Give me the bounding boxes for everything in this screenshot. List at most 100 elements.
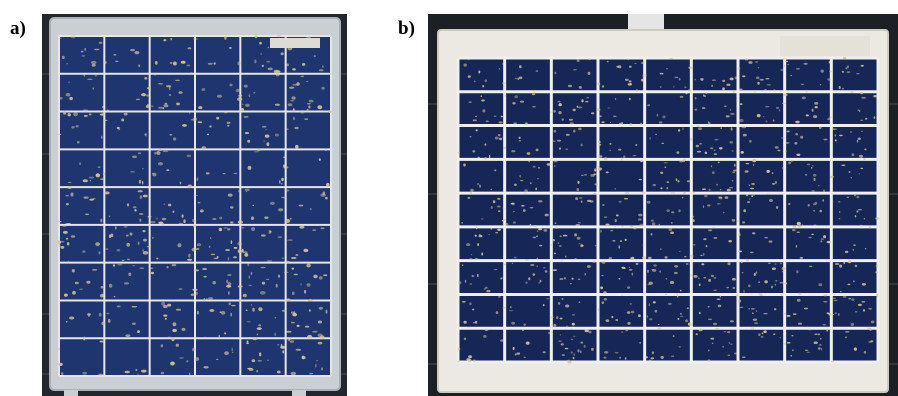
dust-speck — [711, 171, 715, 175]
dust-speck — [79, 162, 81, 166]
dust-speck — [564, 277, 566, 280]
dust-speck — [560, 259, 564, 262]
dust-speck — [104, 191, 110, 195]
dust-speck — [100, 285, 104, 289]
dust-speck — [707, 121, 709, 123]
dust-speck — [601, 275, 604, 277]
dust-speck — [659, 72, 664, 75]
dust-speck — [771, 267, 776, 270]
dust-speck — [494, 169, 497, 172]
dust-speck — [596, 108, 601, 111]
dust-speck — [309, 309, 311, 312]
dust-speck — [147, 103, 149, 106]
dust-speck — [308, 105, 311, 109]
dust-speck — [844, 250, 849, 254]
dust-speck — [512, 221, 516, 224]
dust-speck — [595, 165, 600, 169]
dust-speck — [649, 137, 651, 140]
dust-speck — [233, 172, 238, 175]
dust-speck — [813, 209, 815, 212]
dust-speck — [826, 328, 828, 332]
dust-speck — [477, 243, 479, 247]
dust-speck — [70, 34, 76, 39]
dust-speck — [847, 65, 849, 69]
dust-speck — [316, 360, 318, 362]
dust-speck — [495, 311, 499, 315]
dust-speck — [141, 168, 144, 170]
dust-speck — [538, 200, 543, 203]
dust-speck — [588, 58, 591, 61]
dust-speck — [95, 242, 100, 247]
dust-speck — [850, 177, 852, 179]
dust-speck — [576, 236, 581, 240]
dust-speck — [742, 133, 747, 137]
dust-speck — [496, 205, 501, 208]
dust-speck — [260, 291, 266, 295]
dust-speck — [734, 76, 737, 80]
dust-speck — [518, 140, 521, 142]
dust-speck — [131, 306, 137, 308]
dust-speck — [731, 218, 736, 222]
dust-speck — [250, 216, 255, 220]
dust-speck — [629, 123, 633, 126]
dust-speck — [728, 342, 731, 344]
dust-speck — [463, 337, 467, 341]
dust-speck — [464, 279, 467, 283]
dust-speck — [137, 241, 140, 245]
dust-speck — [85, 213, 89, 215]
dust-speck — [289, 340, 295, 343]
dust-speck — [587, 71, 591, 75]
dust-speck — [113, 54, 117, 56]
dust-speck — [834, 312, 837, 314]
dust-speck — [580, 174, 584, 176]
dust-speck — [733, 163, 736, 167]
dust-speck — [647, 269, 649, 273]
dust-speck — [290, 321, 295, 324]
dust-speck — [760, 336, 764, 338]
dust-speck — [219, 216, 223, 220]
dust-speck — [707, 318, 713, 320]
dust-speck — [237, 285, 243, 288]
dust-speck — [661, 142, 665, 144]
dust-speck — [624, 357, 627, 360]
dust-speck — [730, 343, 733, 345]
dust-speck — [296, 82, 300, 86]
dust-speck — [553, 165, 556, 167]
dust-speck — [145, 105, 150, 108]
dust-speck — [503, 146, 506, 149]
dust-speck — [807, 204, 810, 207]
dust-speck — [268, 230, 271, 234]
dust-speck — [69, 96, 73, 101]
dust-speck — [785, 142, 790, 144]
dust-speck — [848, 171, 851, 173]
dust-speck — [116, 249, 121, 252]
dust-speck — [205, 172, 210, 175]
dust-speck — [823, 301, 828, 303]
dust-speck — [66, 203, 69, 206]
dust-speck — [124, 370, 130, 374]
dust-speck — [257, 360, 263, 362]
dust-speck — [135, 369, 138, 371]
dust-speck — [557, 139, 561, 142]
dust-speck — [603, 291, 607, 294]
dust-speck — [281, 309, 287, 312]
dust-speck — [679, 315, 684, 317]
dust-speck — [306, 103, 311, 105]
dust-speck — [226, 121, 231, 124]
dust-speck — [685, 263, 689, 265]
dust-speck — [298, 204, 304, 207]
dust-speck — [660, 248, 662, 251]
dust-speck — [469, 135, 472, 138]
dust-speck — [264, 216, 269, 219]
dust-speck — [124, 282, 129, 285]
dust-speck — [801, 96, 806, 100]
dust-speck — [88, 113, 92, 116]
dust-speck — [274, 103, 280, 106]
dust-speck — [601, 301, 604, 304]
dust-speck — [277, 274, 281, 278]
dust-speck — [65, 93, 71, 97]
dust-speck — [170, 361, 175, 366]
dust-speck — [603, 356, 607, 359]
dust-speck — [703, 252, 705, 256]
dust-speck — [466, 358, 471, 361]
